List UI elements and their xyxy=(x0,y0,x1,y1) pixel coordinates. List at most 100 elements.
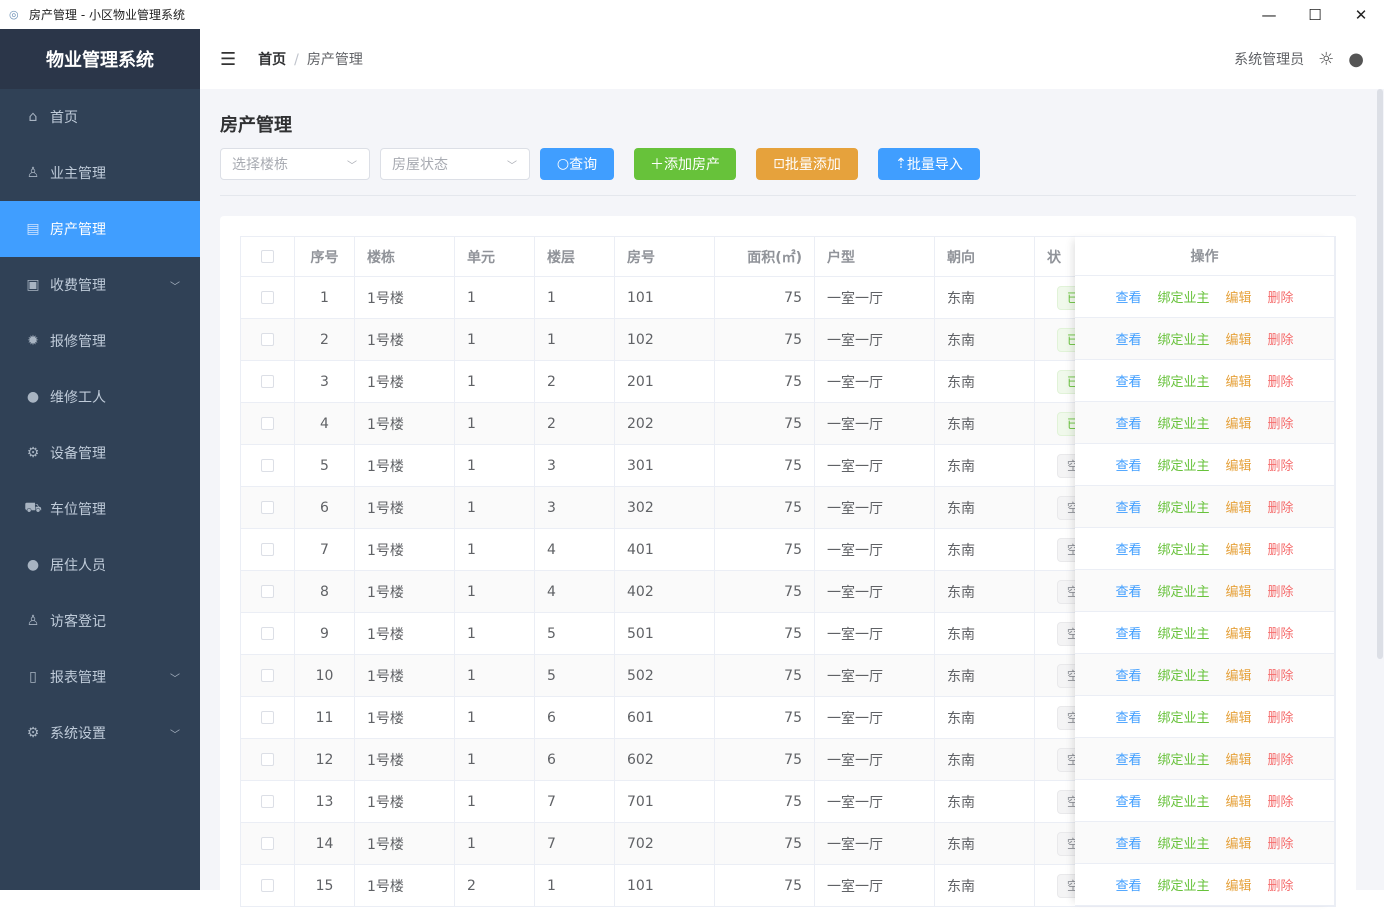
view-link[interactable]: 查看 xyxy=(1115,459,1142,474)
building-select[interactable]: 选择楼栋 ﹀ xyxy=(220,148,370,180)
sidebar-item-3[interactable]: ▣ 收费管理 ﹀ xyxy=(0,257,200,313)
sidebar-item-8[interactable]: ● 居住人员 xyxy=(0,537,200,593)
theme-sun-icon[interactable]: ☼ xyxy=(1318,48,1335,70)
row-checkbox[interactable] xyxy=(261,711,274,724)
view-link[interactable]: 查看 xyxy=(1115,417,1142,432)
delete-link[interactable]: 删除 xyxy=(1267,585,1294,600)
column-header[interactable]: 面积(㎡) xyxy=(715,237,815,276)
bind-owner-link[interactable]: 绑定业主 xyxy=(1157,291,1210,306)
close-button[interactable]: ✕ xyxy=(1354,5,1368,24)
delete-link[interactable]: 删除 xyxy=(1267,333,1294,348)
row-checkbox[interactable] xyxy=(261,543,274,556)
view-link[interactable]: 查看 xyxy=(1115,333,1142,348)
view-link[interactable]: 查看 xyxy=(1115,669,1142,684)
collapse-menu-icon[interactable]: ☰ xyxy=(220,48,237,70)
delete-link[interactable]: 删除 xyxy=(1267,627,1294,642)
delete-link[interactable]: 删除 xyxy=(1267,291,1294,306)
batch-import-button[interactable]: ⇡ 批量导入 xyxy=(878,148,980,180)
edit-link[interactable]: 编辑 xyxy=(1225,753,1252,768)
status-select[interactable]: 房屋状态 ﹀ xyxy=(380,148,530,180)
edit-link[interactable]: 编辑 xyxy=(1225,501,1252,516)
edit-link[interactable]: 编辑 xyxy=(1225,879,1252,894)
bind-owner-link[interactable]: 绑定业主 xyxy=(1157,459,1210,474)
sidebar-item-11[interactable]: ⚙ 系统设置 ﹀ xyxy=(0,705,200,761)
delete-link[interactable]: 删除 xyxy=(1267,543,1294,558)
sidebar-item-2[interactable]: ▤ 房产管理 xyxy=(0,201,200,257)
view-link[interactable]: 查看 xyxy=(1115,627,1142,642)
column-header[interactable]: 朝向 xyxy=(935,237,1035,276)
delete-link[interactable]: 删除 xyxy=(1267,375,1294,390)
edit-link[interactable]: 编辑 xyxy=(1225,585,1252,600)
edit-link[interactable]: 编辑 xyxy=(1225,669,1252,684)
row-checkbox[interactable] xyxy=(261,501,274,514)
view-link[interactable]: 查看 xyxy=(1115,711,1142,726)
view-link[interactable]: 查看 xyxy=(1115,543,1142,558)
bind-owner-link[interactable]: 绑定业主 xyxy=(1157,879,1210,894)
bind-owner-link[interactable]: 绑定业主 xyxy=(1157,795,1210,810)
scrollbar-thumb[interactable] xyxy=(1377,89,1383,659)
row-checkbox[interactable] xyxy=(261,585,274,598)
bind-owner-link[interactable]: 绑定业主 xyxy=(1157,627,1210,642)
edit-link[interactable]: 编辑 xyxy=(1225,375,1252,390)
page-scrollbar[interactable] xyxy=(1376,89,1384,890)
edit-link[interactable]: 编辑 xyxy=(1225,291,1252,306)
view-link[interactable]: 查看 xyxy=(1115,879,1142,894)
bind-owner-link[interactable]: 绑定业主 xyxy=(1157,711,1210,726)
bind-owner-link[interactable]: 绑定业主 xyxy=(1157,585,1210,600)
delete-link[interactable]: 删除 xyxy=(1267,837,1294,852)
delete-link[interactable]: 删除 xyxy=(1267,711,1294,726)
sidebar-item-1[interactable]: ♙ 业主管理 xyxy=(0,145,200,201)
sidebar-item-5[interactable]: ● 维修工人 xyxy=(0,369,200,425)
view-link[interactable]: 查看 xyxy=(1115,501,1142,516)
user-avatar-icon[interactable]: ● xyxy=(1348,48,1364,70)
edit-link[interactable]: 编辑 xyxy=(1225,795,1252,810)
view-link[interactable]: 查看 xyxy=(1115,753,1142,768)
delete-link[interactable]: 删除 xyxy=(1267,753,1294,768)
minimize-button[interactable]: — xyxy=(1261,5,1277,24)
delete-link[interactable]: 删除 xyxy=(1267,879,1294,894)
breadcrumb-home[interactable]: 首页 xyxy=(258,52,287,68)
delete-link[interactable]: 删除 xyxy=(1267,669,1294,684)
bind-owner-link[interactable]: 绑定业主 xyxy=(1157,837,1210,852)
column-header[interactable]: 楼层 xyxy=(535,237,615,276)
row-checkbox[interactable] xyxy=(261,333,274,346)
column-header[interactable]: 房号 xyxy=(615,237,715,276)
sidebar-item-4[interactable]: ✹ 报修管理 xyxy=(0,313,200,369)
bind-owner-link[interactable]: 绑定业主 xyxy=(1157,333,1210,348)
row-checkbox[interactable] xyxy=(261,459,274,472)
view-link[interactable]: 查看 xyxy=(1115,795,1142,810)
row-checkbox[interactable] xyxy=(261,753,274,766)
bind-owner-link[interactable]: 绑定业主 xyxy=(1157,543,1210,558)
delete-link[interactable]: 删除 xyxy=(1267,417,1294,432)
view-link[interactable]: 查看 xyxy=(1115,585,1142,600)
maximize-button[interactable]: ☐ xyxy=(1308,5,1322,24)
view-link[interactable]: 查看 xyxy=(1115,837,1142,852)
row-checkbox[interactable] xyxy=(261,879,274,892)
sidebar-item-6[interactable]: ⚙ 设备管理 xyxy=(0,425,200,481)
edit-link[interactable]: 编辑 xyxy=(1225,837,1252,852)
row-checkbox[interactable] xyxy=(261,795,274,808)
delete-link[interactable]: 删除 xyxy=(1267,459,1294,474)
delete-link[interactable]: 删除 xyxy=(1267,795,1294,810)
edit-link[interactable]: 编辑 xyxy=(1225,543,1252,558)
sidebar-item-0[interactable]: ⌂ 首页 xyxy=(0,89,200,145)
column-header[interactable]: 户型 xyxy=(815,237,935,276)
edit-link[interactable]: 编辑 xyxy=(1225,627,1252,642)
edit-link[interactable]: 编辑 xyxy=(1225,333,1252,348)
delete-link[interactable]: 删除 xyxy=(1267,501,1294,516)
view-link[interactable]: 查看 xyxy=(1115,375,1142,390)
bind-owner-link[interactable]: 绑定业主 xyxy=(1157,375,1210,390)
add-property-button[interactable]: ＋添加房产 xyxy=(634,148,736,180)
column-header[interactable]: 序号 xyxy=(295,237,355,276)
bind-owner-link[interactable]: 绑定业主 xyxy=(1157,753,1210,768)
sidebar-item-10[interactable]: ▯ 报表管理 ﹀ xyxy=(0,649,200,705)
view-link[interactable]: 查看 xyxy=(1115,291,1142,306)
edit-link[interactable]: 编辑 xyxy=(1225,459,1252,474)
row-checkbox[interactable] xyxy=(261,669,274,682)
sidebar-item-7[interactable]: ⛟ 车位管理 xyxy=(0,481,200,537)
row-checkbox[interactable] xyxy=(261,375,274,388)
sidebar-item-9[interactable]: ♙ 访客登记 xyxy=(0,593,200,649)
select-all-checkbox[interactable] xyxy=(261,250,274,263)
edit-link[interactable]: 编辑 xyxy=(1225,417,1252,432)
query-button[interactable]: ○ 查询 xyxy=(540,148,614,180)
